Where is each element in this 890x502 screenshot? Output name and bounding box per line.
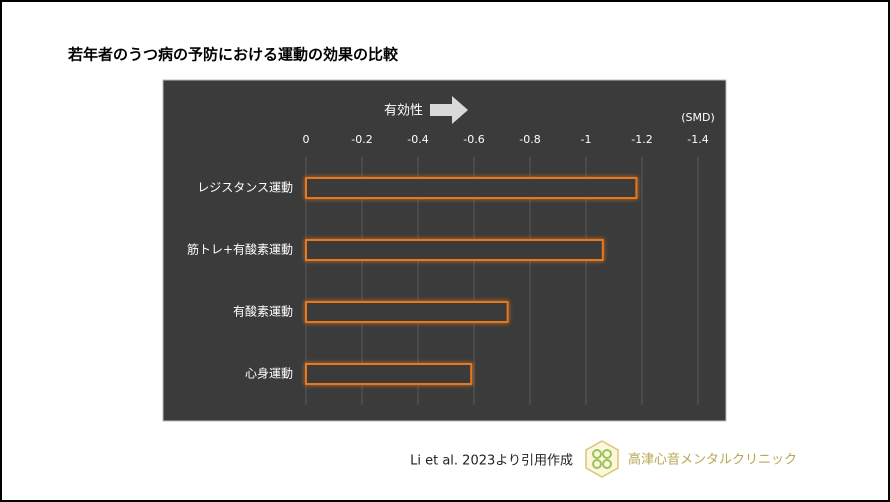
arrow: [430, 96, 468, 124]
x-tick-label: 0: [303, 133, 310, 146]
x-tick-label: -1.4: [687, 133, 708, 146]
x-tick-label: -1: [581, 133, 592, 146]
x-tick-label: -0.6: [463, 133, 484, 146]
y-tick-label: レジスタンス運動: [197, 181, 293, 195]
x-tick-label: -0.8: [519, 133, 540, 146]
unit-label: (SMD): [681, 111, 715, 124]
x-tick-label: -1.2: [631, 133, 652, 146]
bar: [305, 177, 638, 199]
y-tick-label: 心身運動: [245, 366, 293, 381]
x-tick-label: -0.2: [351, 133, 372, 146]
bar: [305, 301, 509, 323]
clinic-name: 高津心音メンタルクリニック: [628, 452, 797, 468]
bar: [305, 363, 473, 385]
source: Li et al. 2023より引用作成: [410, 454, 573, 469]
y-tick-label: 筋トレ+有酸素運動: [187, 242, 293, 257]
bar: [305, 239, 604, 261]
y-tick-label: 有酸素運動: [233, 304, 293, 319]
annotation: 有効性: [384, 104, 423, 119]
x-tick-label: -0.4: [407, 133, 428, 146]
logo: [585, 440, 619, 478]
plot: 0 -0.2 -0.4 -0.6 -0.8 -1 -1.2 -1.4 レジスタンス運動筋トレ+有…: [187, 133, 709, 405]
chart-title: 若年者のうつ病の予防における運動の効果の比較: [67, 46, 399, 64]
